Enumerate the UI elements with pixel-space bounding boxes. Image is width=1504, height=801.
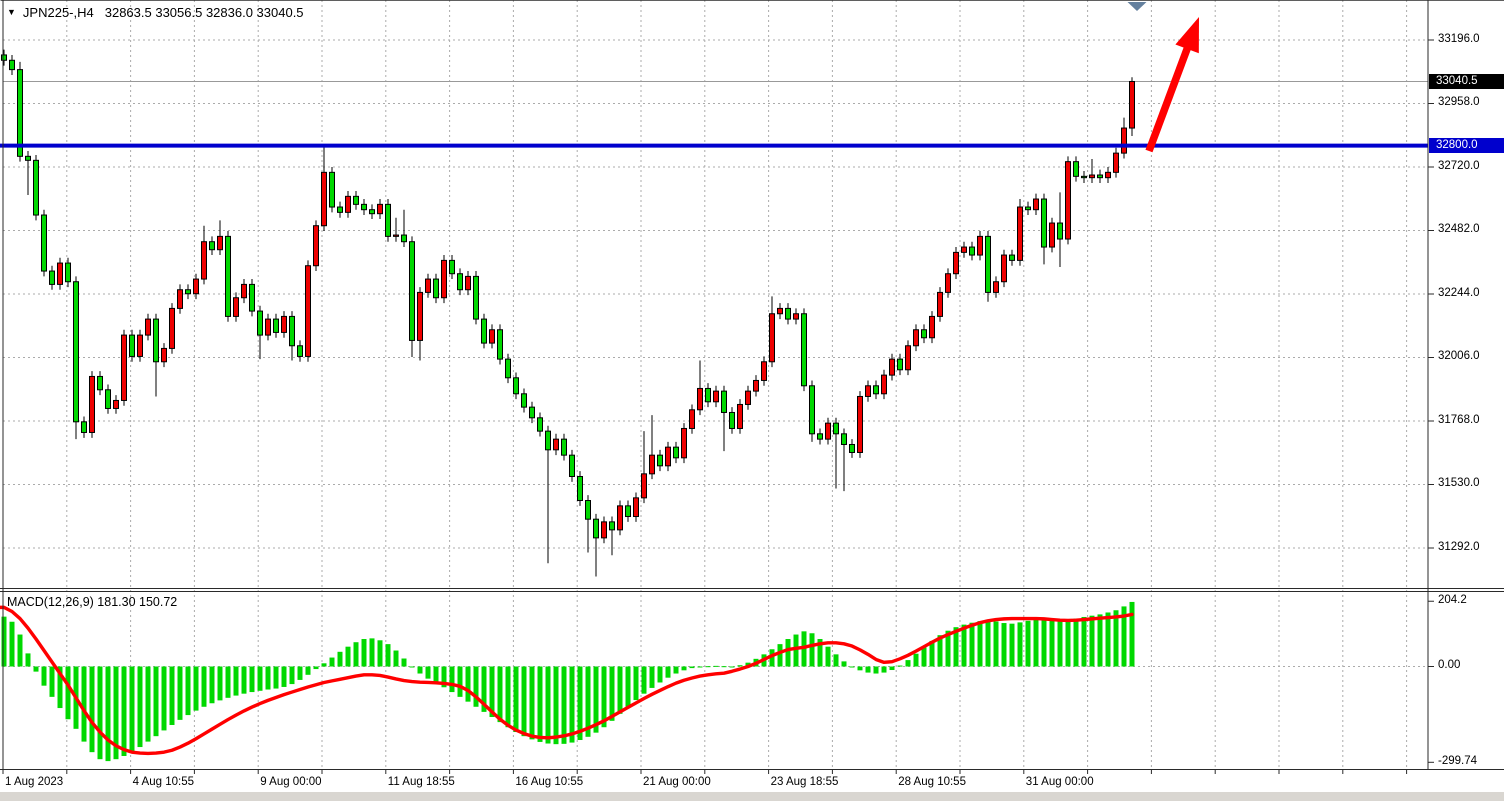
time-axis-label: 31 Aug 00:00 — [1025, 776, 1094, 788]
window-bottom-strip — [0, 792, 1504, 801]
current-price-label: 33040.5 — [1429, 74, 1504, 89]
macd-indicator-label: MACD(12,26,9) 181.30 150.72 — [7, 595, 178, 609]
macd-axis-label: -299.74 — [1438, 754, 1478, 767]
time-axis-label: 16 Aug 10:55 — [515, 776, 584, 788]
time-axis-label: 23 Aug 18:55 — [770, 776, 839, 788]
price-axis-label: 32244.0 — [1438, 286, 1480, 299]
price-axis-label: 32720.0 — [1438, 159, 1480, 172]
price-axis-label: 32482.0 — [1438, 223, 1480, 235]
macd-axis-label: 0.00 — [1438, 659, 1461, 671]
price-axis-label: 31292.0 — [1438, 540, 1480, 553]
price-axis-label: 31768.0 — [1438, 413, 1480, 426]
time-axis-label: 11 Aug 18:55 — [387, 776, 455, 788]
support-line-price-label: 32800.0 — [1429, 138, 1504, 153]
symbol-name: JPN225-,H4 — [22, 5, 94, 20]
time-axis-label: 4 Aug 10:55 — [132, 776, 194, 788]
time-axis-label: 28 Aug 10:55 — [898, 776, 966, 788]
time-axis-label: 1 Aug 2023 — [5, 776, 64, 788]
price-axis-label: 32006.0 — [1438, 350, 1480, 362]
price-axis-label: 33196.0 — [1438, 32, 1480, 45]
time-axis-label: 9 Aug 00:00 — [260, 776, 322, 788]
chart-title: ▼ JPN225-,H4 32863.5 33056.5 32836.0 33040… — [7, 5, 304, 20]
ohlc-values: 32863.5 33056.5 32836.0 33040.5 — [104, 5, 304, 20]
price-axis-label: 31530.0 — [1438, 477, 1480, 489]
object-anchor-marker-icon — [1127, 2, 1147, 11]
time-axis-label: 21 Aug 00:00 — [643, 776, 711, 788]
price-axis-label: 32958.0 — [1438, 96, 1480, 108]
macd-axis-label: 204.2 — [1438, 593, 1467, 606]
symbol-dropdown-icon[interactable]: ▼ — [7, 7, 16, 17]
